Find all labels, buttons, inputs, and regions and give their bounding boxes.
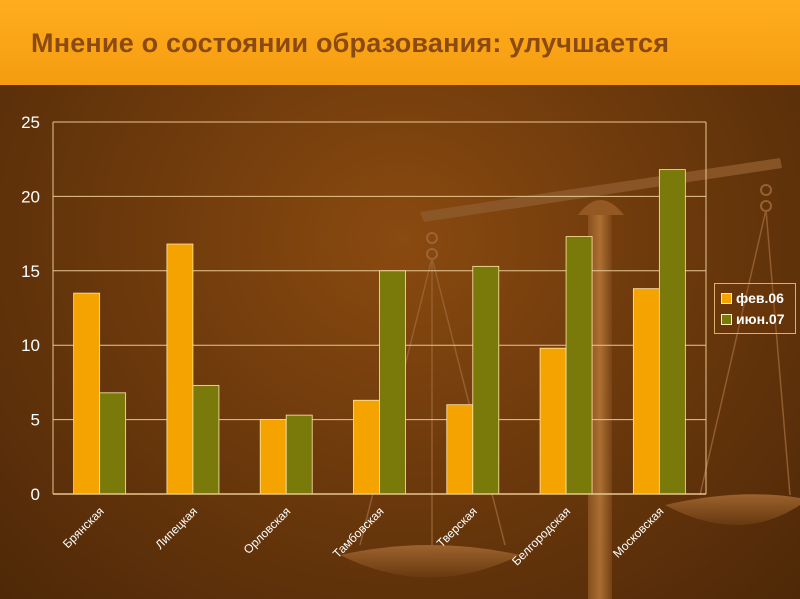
axes	[52, 122, 707, 495]
title-bar: Мнение о состоянии образования: улучшает…	[0, 0, 800, 85]
y-tick-label: 20	[21, 187, 40, 206]
y-tick-label: 0	[31, 485, 40, 504]
legend: фев.06 июн.07	[714, 283, 796, 334]
bar-2	[658, 169, 686, 495]
x-tick-label: Белгородская	[509, 504, 573, 568]
x-tick-label: Тамбовская	[330, 504, 387, 561]
bar-1	[539, 347, 567, 495]
y-tick-label: 25	[21, 113, 40, 132]
bar-1	[73, 292, 101, 495]
x-tick-label: Орловская	[241, 504, 294, 557]
y-tick-label: 15	[21, 262, 40, 281]
bar-1	[353, 399, 380, 495]
y-tick-label: 10	[21, 336, 40, 355]
legend-label-series-1: фев.06	[736, 290, 784, 306]
bar-2	[379, 270, 406, 495]
x-tick-label: Брянская	[60, 504, 107, 551]
x-tick-labels: Брянская Липецкая Орловская Тамбовская Тверс…	[60, 504, 667, 568]
y-tick-labels: 0 5 10 15 20 25	[21, 113, 40, 504]
bar-2	[565, 236, 593, 495]
x-tick-label: Тверская	[434, 504, 480, 550]
bars	[73, 169, 686, 495]
x-tick-label: Московская	[610, 504, 666, 560]
bar-1	[632, 288, 660, 495]
legend-item-series-1: фев.06	[721, 289, 784, 307]
bar-2	[99, 392, 127, 495]
bar-2	[472, 265, 500, 495]
legend-item-series-2: июн.07	[721, 310, 784, 328]
bar-1	[446, 404, 474, 495]
bar-1	[259, 419, 287, 495]
bar-2	[192, 384, 220, 495]
y-tick-label: 5	[31, 411, 40, 430]
x-tick-label: Липецкая	[152, 504, 200, 552]
page-title: Мнение о состоянии образования: улучшает…	[31, 28, 670, 58]
legend-swatch-series-2	[721, 313, 732, 325]
legend-label-series-2: июн.07	[736, 311, 785, 327]
legend-swatch-series-1	[721, 292, 732, 304]
bar-1	[166, 243, 194, 495]
bar-2	[285, 414, 313, 495]
